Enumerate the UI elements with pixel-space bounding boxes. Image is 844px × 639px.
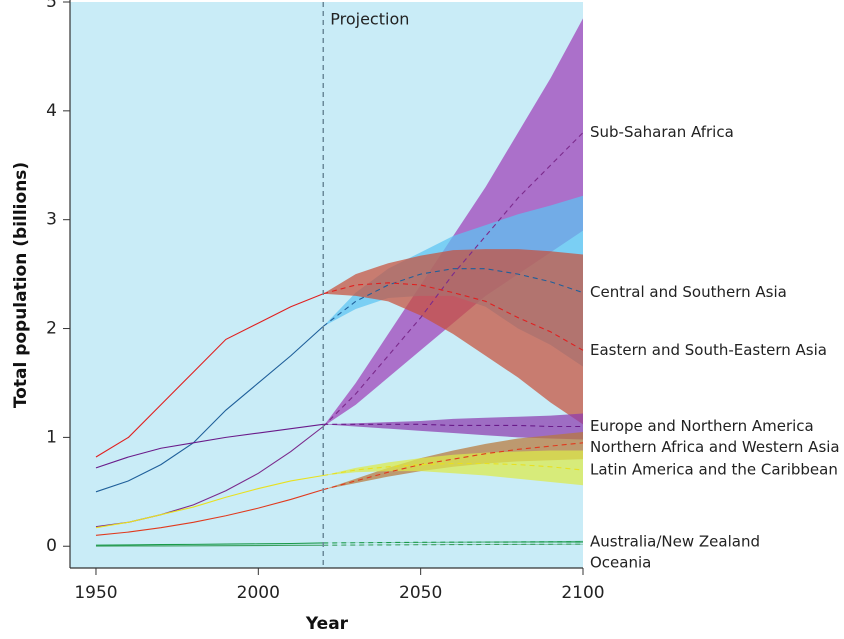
x-tick-label: 1950 bbox=[74, 583, 117, 603]
series-label: Central and Southern Asia bbox=[590, 283, 787, 301]
series-line bbox=[95, 462, 584, 529]
bands bbox=[323, 18, 583, 546]
y-tick-label: 5 bbox=[46, 0, 57, 12]
x-axis-title: Year bbox=[305, 614, 349, 634]
uncertainty-band bbox=[323, 249, 583, 425]
series-line bbox=[95, 132, 584, 528]
series-label: Northern Africa and Western Asia bbox=[590, 438, 840, 456]
uncertainty-band bbox=[323, 450, 583, 486]
y-tick-label: 0 bbox=[46, 536, 57, 556]
series-line bbox=[95, 543, 584, 547]
y-tick-label: 2 bbox=[46, 319, 57, 339]
x-tick-label: 2100 bbox=[561, 583, 604, 603]
axes: Projection 0 1 2 3 4 5 1950 2000 2050 2100 bbox=[46, 0, 605, 603]
projection-label: Projection bbox=[330, 10, 409, 29]
series-line bbox=[95, 541, 583, 546]
series-label: Latin America and the Caribbean bbox=[590, 461, 838, 479]
y-tick-label: 4 bbox=[46, 101, 57, 121]
y-tick-label: 3 bbox=[46, 210, 57, 230]
lines bbox=[95, 132, 584, 547]
series-label: Australia/New Zealand bbox=[590, 532, 760, 550]
series-line bbox=[95, 442, 584, 536]
x-tick-label: 2000 bbox=[237, 583, 280, 603]
y-axis-title: Total population (billions) bbox=[11, 162, 31, 408]
x-tick-label: 2050 bbox=[399, 583, 442, 603]
series-label: Europe and Northern America bbox=[590, 417, 814, 435]
uncertainty-band bbox=[323, 413, 583, 440]
y-tick-label: 1 bbox=[46, 427, 57, 447]
series-label: Eastern and South-Eastern Asia bbox=[590, 341, 827, 359]
series-line bbox=[95, 268, 584, 493]
series-label: Sub-Saharan Africa bbox=[590, 123, 734, 141]
series-line bbox=[95, 282, 584, 458]
series-label: Oceania bbox=[590, 553, 651, 571]
series-line bbox=[95, 423, 583, 469]
